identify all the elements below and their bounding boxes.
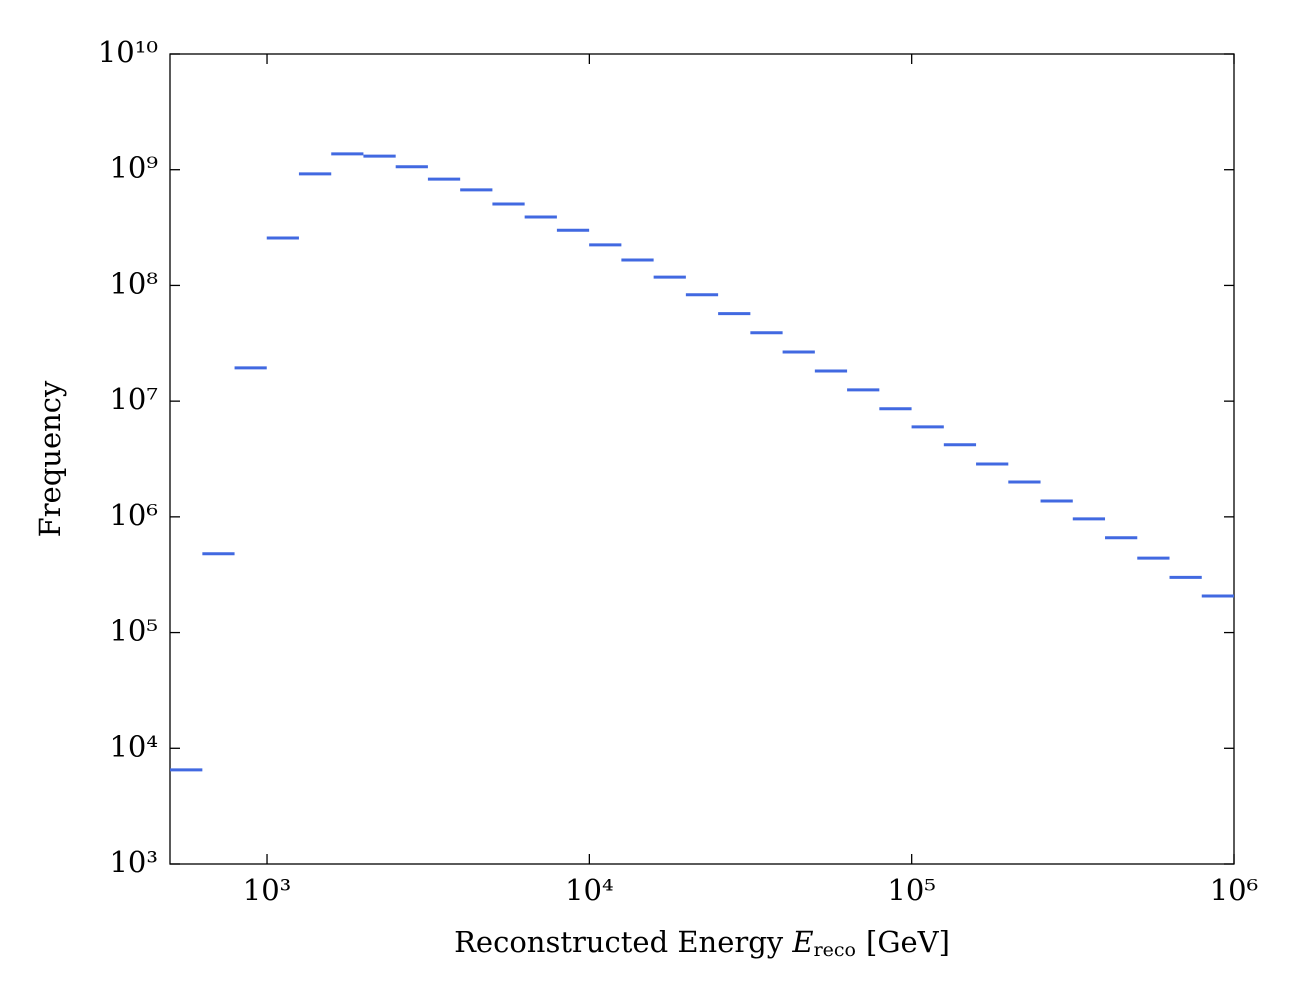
x-axis-label-text: Reconstructed Energy bbox=[454, 925, 784, 959]
y-axis-label: Frequency bbox=[33, 380, 67, 537]
y-tick-label: 10⁵ bbox=[109, 614, 158, 648]
y-tick-label: 10⁸ bbox=[109, 266, 158, 300]
x-tick-label: 10⁵ bbox=[887, 873, 936, 907]
x-axis-label-symbol: E bbox=[791, 925, 813, 959]
plot-frame bbox=[169, 53, 1235, 865]
y-tick-label: 10³ bbox=[109, 845, 158, 879]
y-tick-label: 10⁶ bbox=[109, 498, 158, 532]
x-axis-label-unit: [GeV] bbox=[866, 925, 950, 959]
x-tick-label: 10³ bbox=[243, 873, 292, 907]
x-tick-label: 10⁶ bbox=[1210, 873, 1259, 907]
x-axis-label: Reconstructed Energy Ereco [GeV] bbox=[454, 925, 950, 961]
y-tick-label: 10¹⁰ bbox=[98, 35, 158, 69]
x-axis-label-subscript: reco bbox=[814, 939, 856, 961]
y-tick-label: 10⁹ bbox=[109, 151, 158, 185]
x-tick-label: 10⁴ bbox=[565, 873, 614, 907]
y-tick-label: 10⁴ bbox=[109, 729, 158, 763]
y-tick-label: 10⁷ bbox=[109, 382, 158, 416]
